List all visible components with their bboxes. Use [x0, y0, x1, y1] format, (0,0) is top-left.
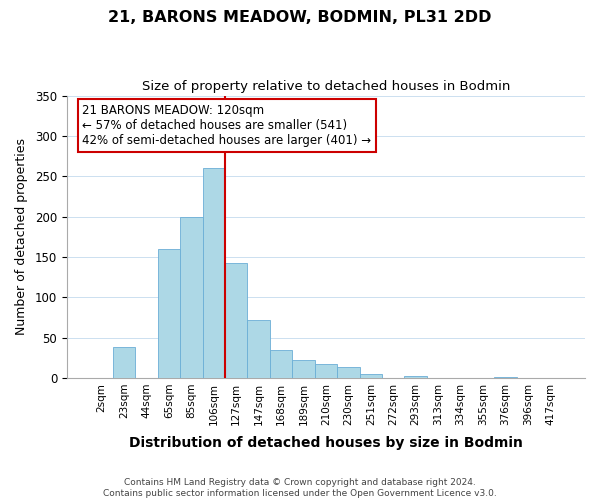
Bar	[113, 347, 136, 378]
Bar	[158, 249, 180, 378]
X-axis label: Distribution of detached houses by size in Bodmin: Distribution of detached houses by size …	[129, 436, 523, 450]
Bar	[315, 364, 337, 378]
Bar	[225, 264, 247, 378]
Bar	[494, 377, 517, 378]
Text: Contains HM Land Registry data © Crown copyright and database right 2024.
Contai: Contains HM Land Registry data © Crown c…	[103, 478, 497, 498]
Text: 21 BARONS MEADOW: 120sqm
← 57% of detached houses are smaller (541)
42% of semi-: 21 BARONS MEADOW: 120sqm ← 57% of detach…	[82, 104, 371, 147]
Title: Size of property relative to detached houses in Bodmin: Size of property relative to detached ho…	[142, 80, 510, 93]
Bar	[337, 368, 359, 378]
Y-axis label: Number of detached properties: Number of detached properties	[15, 138, 28, 335]
Bar	[359, 374, 382, 378]
Bar	[247, 320, 270, 378]
Bar	[180, 216, 203, 378]
Text: 21, BARONS MEADOW, BODMIN, PL31 2DD: 21, BARONS MEADOW, BODMIN, PL31 2DD	[108, 10, 492, 25]
Bar	[270, 350, 292, 378]
Bar	[292, 360, 315, 378]
Bar	[203, 168, 225, 378]
Bar	[404, 376, 427, 378]
